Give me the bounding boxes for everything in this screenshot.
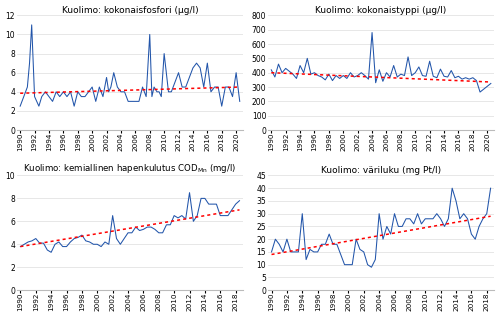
Title: Kuolimo: kokonaistyppi (μg/l): Kuolimo: kokonaistyppi (μg/l) — [316, 6, 446, 15]
Title: Kuolimo: kemiallinen hapenkulutus COD$_\mathrm{Mn}$ (mg/l): Kuolimo: kemiallinen hapenkulutus COD$_\… — [24, 162, 236, 175]
Title: Kuolimo: kokonaisfosfori (μg/l): Kuolimo: kokonaisfosfori (μg/l) — [62, 6, 198, 15]
Title: Kuolimo: väriluku (mg Pt/l): Kuolimo: väriluku (mg Pt/l) — [321, 166, 441, 175]
